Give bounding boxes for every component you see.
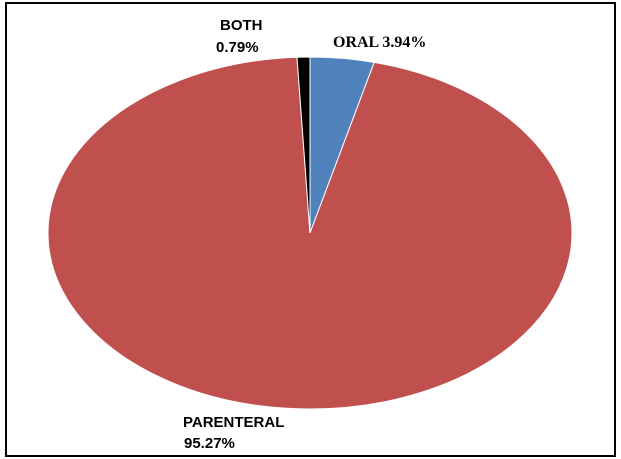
label-parenteral-value: 95.27% [184, 435, 235, 452]
label-both-value: 0.79% [216, 39, 259, 56]
pie-slice-both [296, 56, 311, 234]
pie-slice-parenteral [47, 56, 573, 410]
pie-slices [47, 56, 573, 410]
label-parenteral-name: PARENTERAL [183, 414, 284, 431]
label-both-name: BOTH [220, 17, 263, 34]
label-oral: ORAL 3.94% [333, 34, 426, 51]
